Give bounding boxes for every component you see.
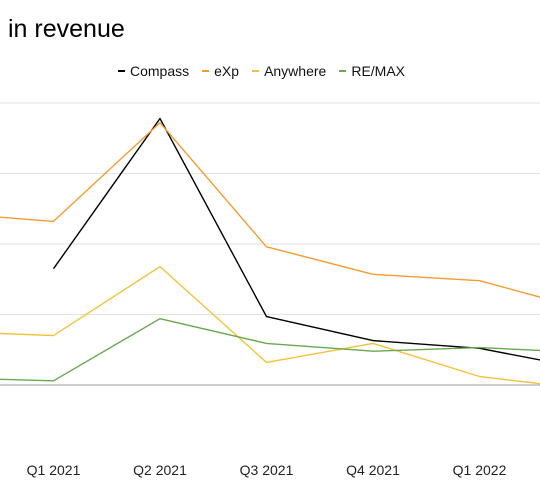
legend-swatch-re-max <box>339 69 347 73</box>
legend-swatch-exp <box>202 69 210 73</box>
legend-label-anywhere: Anywhere <box>264 63 327 79</box>
x-tick-label: Q1 2022 <box>453 462 507 478</box>
x-tick-label: Q4 2021 <box>346 462 400 478</box>
series-line-compass <box>52 117 540 361</box>
legend-label-compass: Compass <box>130 63 190 79</box>
legend-swatch-anywhere <box>252 69 260 73</box>
x-tick-label: Q3 2021 <box>240 462 294 478</box>
legend-label-exp: eXp <box>214 63 240 79</box>
legend-label-re-max: RE/MAX <box>351 63 406 79</box>
x-tick-label: Q2 2021 <box>133 462 187 478</box>
series-line-re-max <box>0 318 540 382</box>
chart-title: in revenue <box>8 15 125 43</box>
legend-entry-compass: Compass <box>118 63 189 79</box>
legend: Compass eXp Anywhere RE/MAX <box>118 63 405 79</box>
series-line-anywhere <box>0 265 540 385</box>
legend-entry-anywhere: Anywhere <box>252 63 326 79</box>
legend-entry-exp: eXp <box>202 63 239 79</box>
legend-entry-re-max: RE/MAX <box>339 63 405 79</box>
legend-swatch-compass <box>118 69 125 73</box>
x-tick-label: Q1 2021 <box>27 462 81 478</box>
series-line-exp <box>0 121 540 298</box>
